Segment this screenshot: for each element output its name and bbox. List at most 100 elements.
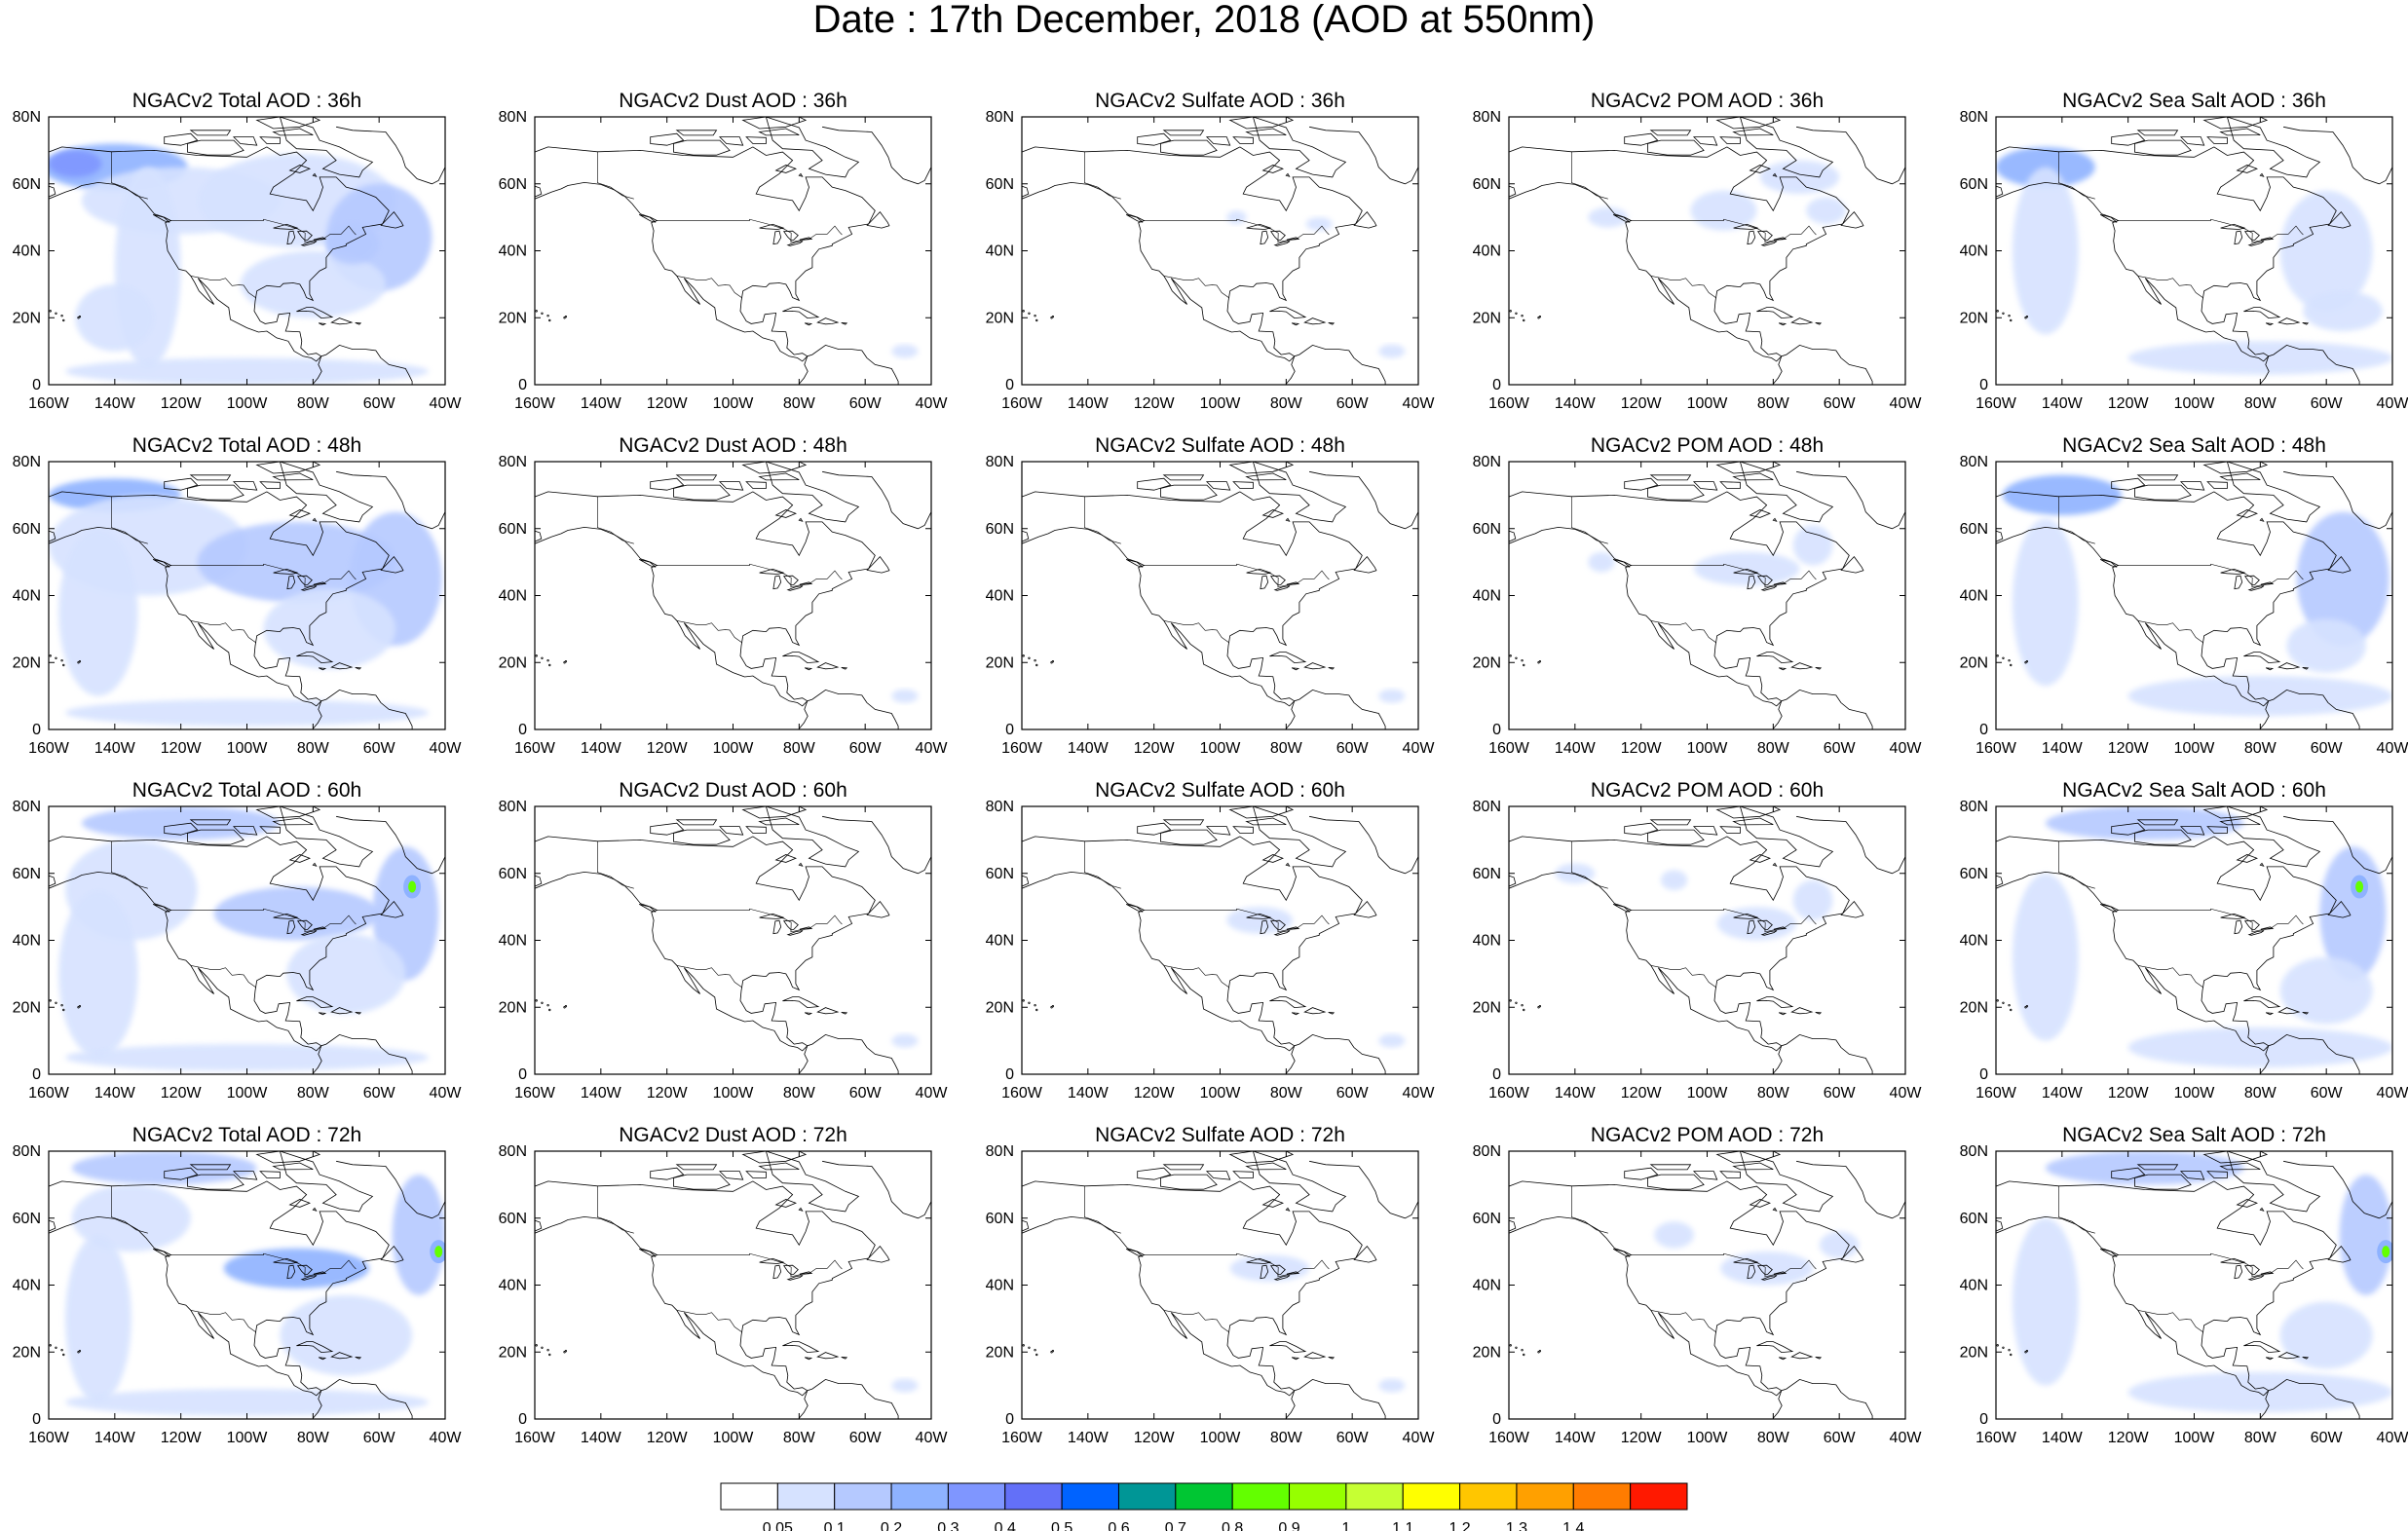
x-tick-label: 60W [849, 1430, 883, 1446]
coastline [758, 817, 800, 826]
coastline [772, 575, 782, 590]
coastline [1739, 806, 1834, 868]
coastline [1509, 146, 1873, 385]
island [1028, 656, 1031, 659]
coastline [1647, 139, 1705, 156]
coastline [1291, 1357, 1300, 1361]
coastline [1126, 214, 1144, 223]
colorbar-label: 0.5 [1051, 1520, 1072, 1531]
y-tick-label: 60N [1960, 866, 1988, 882]
coastline [2243, 1341, 2281, 1354]
coastline [312, 355, 322, 385]
island [1538, 316, 1542, 318]
coastline [2111, 1167, 2146, 1180]
y-tick-label: 0 [1492, 377, 1501, 393]
island [60, 314, 63, 317]
coastline [1996, 836, 2360, 1074]
coastline [535, 871, 809, 1052]
colorbar-swatch [1572, 1482, 1632, 1511]
y-tick-label: 0 [518, 1066, 527, 1083]
coastline [1624, 477, 1659, 491]
map-panel: NGACv2 Total AOD : 48h 160W 140W 120W 100W 80… [0, 434, 477, 775]
x-tick-label: 160W [514, 740, 556, 757]
coastline [1996, 526, 2270, 707]
aod-shade [240, 250, 386, 318]
panel-title: NGACv2 Sea Salt AOD : 60h [2062, 779, 2326, 802]
coastline [2247, 585, 2265, 591]
island [548, 663, 551, 667]
y-tick-label: 40N [1473, 1278, 1501, 1294]
x-tick-label: 160W [1488, 1085, 1530, 1102]
coastline [336, 462, 445, 530]
y-tick-label: 40N [1473, 588, 1501, 605]
map-canvas: 160W 140W 120W 100W 80W 60W 40W 0 20N 40N 60N 80N [986, 1143, 1436, 1446]
coastline [1269, 652, 1307, 664]
coastline [804, 1357, 813, 1361]
island [1509, 1344, 1512, 1347]
y-tick-label: 20N [1473, 999, 1501, 1016]
x-tick-label: 60W [2311, 395, 2344, 412]
y-tick-label: 0 [1492, 1066, 1501, 1083]
y-tick-label: 40N [13, 588, 41, 605]
axes: 160W 140W 120W 100W 80W 60W 40W 0 20N 40N 60N 80N [1960, 454, 2408, 757]
coastline [330, 1352, 354, 1360]
country-border [1650, 965, 1717, 989]
x-tick-label: 60W [1336, 1085, 1370, 1102]
coastline [639, 214, 657, 223]
y-tick-label: 60N [986, 521, 1014, 538]
coastline [1269, 230, 1286, 242]
aod-shade [891, 689, 919, 703]
coastline [866, 210, 890, 229]
x-tick-label: 120W [647, 1085, 689, 1102]
coastline [650, 132, 685, 146]
aod-shade [2279, 956, 2373, 1025]
island [541, 1346, 544, 1349]
coastline [2202, 462, 2269, 474]
country-border [1144, 908, 1330, 933]
island [1051, 1005, 1055, 1008]
x-tick-label: 120W [1134, 1430, 1176, 1446]
coastline [1747, 230, 1756, 245]
x-tick-label: 40W [916, 1430, 949, 1446]
country-border [1631, 908, 1817, 933]
coastline [1228, 1151, 1295, 1164]
map-canvas: 160W 140W 120W 100W 80W 60W 40W 0 20N 40N 60N 80N [1473, 1143, 1923, 1446]
coastline [535, 491, 899, 729]
x-tick-label: 140W [1555, 740, 1597, 757]
coastline [1624, 822, 1659, 836]
coastline [1328, 667, 1336, 670]
aod-field [49, 478, 442, 727]
map-panel: NGACv2 Sulfate AOD : 48h 160W 140W 120W 100W… [963, 434, 1450, 775]
coastline [286, 1264, 296, 1280]
island [1051, 316, 1055, 318]
aod-shade [286, 933, 406, 1015]
aod-shade [2127, 1027, 2392, 1068]
aod-field [49, 143, 433, 385]
x-tick-label: 40W [916, 1085, 949, 1102]
coastline [1309, 806, 1418, 875]
x-tick-label: 140W [94, 1085, 136, 1102]
coastline [1756, 919, 1773, 931]
y-tick-label: 40N [1473, 243, 1501, 260]
x-tick-label: 80W [783, 1085, 816, 1102]
coastline [49, 1215, 322, 1397]
y-tick-label: 80N [13, 1143, 41, 1160]
colorbar-label: 0.2 [881, 1520, 902, 1531]
aod-shade [2127, 676, 2392, 717]
island [1035, 663, 1038, 667]
map-panel: NGACv2 Sulfate AOD : 72h 160W 140W 120W 100W… [963, 1124, 1450, 1465]
coastline [153, 214, 170, 223]
aod-shade [49, 150, 102, 177]
coastline [336, 806, 445, 875]
coastline [782, 1264, 799, 1276]
coastline [1756, 230, 1773, 242]
island [2002, 656, 2005, 659]
coastline [300, 585, 318, 591]
axes: 160W 140W 120W 100W 80W 60W 40W 0 20N 40N 60N 80N [1960, 109, 2408, 412]
aod-shade [64, 357, 430, 385]
coastline [1996, 1180, 2360, 1419]
island [1509, 310, 1512, 313]
y-tick-label: 80N [499, 109, 527, 126]
y-tick-label: 80N [13, 454, 41, 470]
coastline [1126, 1249, 1144, 1257]
